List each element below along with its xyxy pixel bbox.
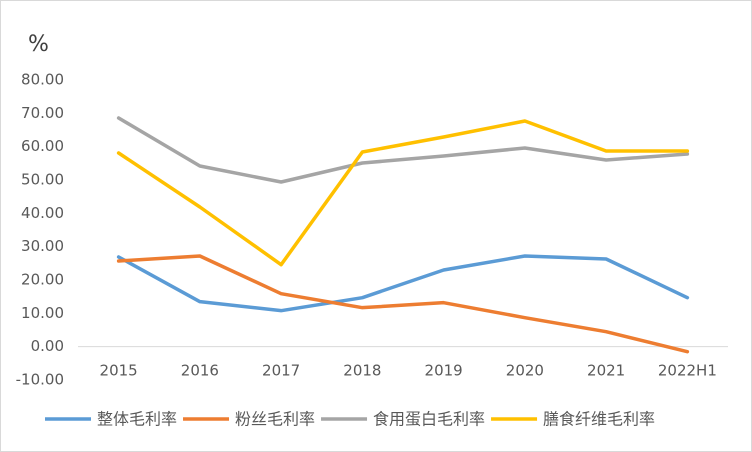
- y-axis-label: %: [28, 32, 49, 57]
- legend-label: 整体毛利率: [97, 410, 177, 429]
- series-line: [116, 254, 690, 354]
- y-tick-label: 60.00: [21, 137, 64, 155]
- x-tick-label: 2016: [181, 362, 219, 380]
- x-tick-label: 2020: [506, 362, 544, 380]
- y-tick-label: 70.00: [21, 104, 64, 122]
- y-tick-label: 20.00: [21, 271, 64, 289]
- x-tick-label: 2015: [100, 362, 138, 380]
- y-tick-label: 0.00: [31, 337, 64, 355]
- legend-label: 粉丝毛利率: [235, 410, 315, 429]
- y-tick-label: 80.00: [21, 71, 64, 89]
- y-tick-label: 10.00: [21, 304, 64, 322]
- y-tick-label: 30.00: [21, 237, 64, 255]
- x-tick-label: 2019: [425, 362, 463, 380]
- legend-label: 食用蛋白毛利率: [373, 410, 485, 429]
- y-tick-label: 50.00: [21, 171, 64, 189]
- series-line: [116, 119, 690, 267]
- x-tick-label: 2022H1: [658, 362, 717, 380]
- y-tick-label: -10.00: [16, 371, 64, 389]
- series-line: [116, 116, 690, 184]
- y-tick-label: 40.00: [21, 204, 64, 222]
- x-tick-label: 2021: [587, 362, 625, 380]
- x-tick-label: 2017: [262, 362, 300, 380]
- legend-label: 膳食纤维毛利率: [543, 410, 655, 429]
- x-tick-label: 2018: [343, 362, 381, 380]
- series-line: [116, 254, 690, 313]
